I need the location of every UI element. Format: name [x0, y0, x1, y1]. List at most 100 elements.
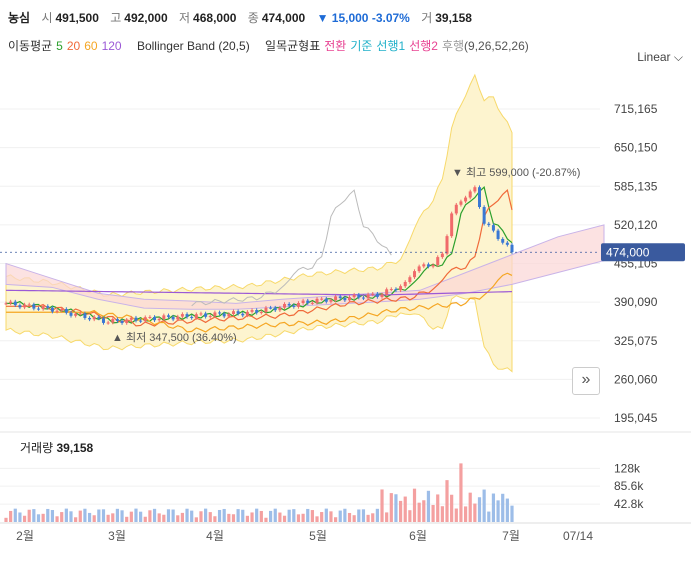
volume-bar — [366, 514, 370, 522]
candle — [296, 302, 300, 307]
candle — [348, 297, 352, 301]
candle — [287, 303, 291, 306]
candle — [46, 306, 50, 308]
candle — [334, 296, 338, 301]
volume-bar — [259, 510, 263, 522]
volume-bar — [454, 508, 458, 522]
candle — [18, 305, 22, 308]
candle — [139, 320, 143, 322]
volume-bar — [394, 494, 398, 522]
candle — [464, 197, 468, 202]
candle — [329, 300, 333, 302]
chevron-down-icon: ⌵ — [673, 50, 683, 64]
candle — [478, 187, 482, 208]
candle — [218, 312, 222, 314]
candle — [459, 201, 463, 205]
candle — [375, 293, 379, 297]
volume-bar — [380, 489, 384, 522]
volume-bar — [171, 509, 175, 522]
volume-bar — [389, 493, 393, 522]
candle — [408, 277, 412, 282]
y-tick-label: 650,150 — [614, 141, 658, 155]
ma60-label: 60 — [84, 39, 98, 53]
candle — [55, 310, 59, 312]
ma-label[interactable]: 이동평균 — [8, 39, 53, 53]
candle — [366, 294, 370, 299]
candle — [389, 289, 393, 291]
volume-bar — [87, 512, 92, 522]
change-pct: -3.07% — [371, 11, 410, 25]
candle — [213, 312, 217, 317]
volume-bar — [208, 512, 212, 522]
volume-bar — [333, 517, 338, 522]
x-tick-label: 6월 — [409, 529, 427, 543]
volume-bar — [403, 496, 407, 522]
candle — [97, 316, 101, 319]
span2-label: 선행2 — [409, 39, 438, 53]
volume-bar — [491, 493, 496, 522]
volume-bar — [22, 515, 27, 522]
volume-bar — [269, 510, 273, 522]
open-value: 491,500 — [55, 11, 99, 25]
high-label: 고 — [110, 11, 122, 25]
volume-bar — [468, 492, 472, 522]
x-tick-label: 5월 — [309, 529, 327, 543]
candle — [264, 307, 268, 313]
volume-bar — [445, 480, 449, 522]
candle — [301, 300, 305, 303]
volume-bar — [152, 508, 157, 522]
volume-bar — [306, 508, 310, 522]
volume-bar — [412, 488, 417, 522]
candle — [194, 314, 198, 318]
current-price-tag — [601, 243, 685, 262]
volume-bar — [18, 512, 22, 522]
candle — [306, 300, 310, 304]
candle — [180, 314, 184, 317]
volume-bar — [148, 510, 152, 522]
volume-bar — [74, 517, 78, 522]
volume-bar — [463, 506, 468, 522]
volume-bar — [450, 494, 454, 522]
candle — [324, 298, 328, 302]
expand-chart-button[interactable]: » — [572, 367, 600, 395]
volume-bar — [69, 511, 73, 522]
volume-bar — [41, 513, 45, 522]
volume-bar — [296, 514, 301, 522]
volume-bar — [315, 516, 319, 522]
double-chevron-right-icon: » — [581, 371, 591, 388]
candle — [417, 266, 421, 272]
candle — [125, 319, 129, 324]
candle — [148, 316, 152, 318]
volume-bar — [273, 508, 277, 522]
candle — [403, 281, 407, 287]
candle — [385, 289, 389, 295]
ma20-label: 20 — [66, 39, 81, 53]
ichimoku-label[interactable]: 일목균형표 — [265, 39, 321, 53]
bollinger-label[interactable]: Bollinger Band (20,5) — [136, 39, 250, 53]
price-header: 농심 시 491,500 고 492,000 저 468,000 종 474,000 ▼… — [8, 9, 480, 26]
candle — [487, 223, 491, 226]
volume-bar — [482, 489, 486, 522]
current-price-label: 474,000 — [606, 245, 650, 259]
volume-bar — [222, 508, 226, 522]
volume-bar — [459, 463, 463, 522]
volume-bar — [27, 509, 31, 522]
volume-tick-label: 128k — [614, 461, 641, 475]
volume-bar — [4, 517, 8, 522]
volume-bar — [231, 514, 236, 522]
volume-bar — [357, 509, 361, 522]
volume-bar — [245, 515, 249, 522]
scale-selector[interactable]: Linear ⌵ — [637, 50, 683, 65]
volume-bar — [398, 500, 403, 522]
high-marker: ▼ 최고 599,000 (-20.87%) — [452, 166, 580, 179]
volume-bar — [139, 511, 143, 522]
volume-title: 거래량 39,158 — [20, 441, 94, 455]
volume-bar — [194, 517, 198, 522]
volume-bar — [83, 508, 87, 522]
volume-bar — [50, 510, 55, 522]
volume-bar — [324, 508, 328, 522]
x-tick-label: 7월 — [502, 529, 520, 543]
candle — [60, 309, 64, 311]
volume-bar — [60, 512, 64, 522]
